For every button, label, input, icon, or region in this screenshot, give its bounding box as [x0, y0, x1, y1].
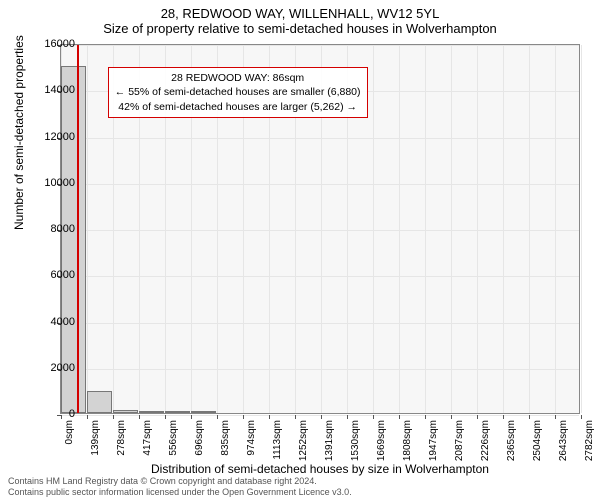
reference-line: [77, 45, 79, 413]
xtick-mark: [243, 415, 244, 419]
ytick-label: 2000: [51, 362, 75, 374]
xtick-label: 2087sqm: [454, 420, 465, 461]
xtick-label: 556sqm: [168, 420, 179, 456]
xtick-mark: [139, 415, 140, 419]
gridline-v: [399, 45, 400, 413]
annotation-line3: 42% of semi-detached houses are larger (…: [115, 100, 361, 114]
xtick-mark: [87, 415, 88, 419]
chart-area: 28 REDWOOD WAY: 86sqm← 55% of semi-detac…: [60, 44, 580, 414]
xtick-label: 278sqm: [116, 420, 127, 456]
footer-line1: Contains HM Land Registry data © Crown c…: [8, 476, 592, 487]
xtick-label: 1669sqm: [376, 420, 387, 461]
gridline-v: [87, 45, 88, 413]
xtick-label: 1947sqm: [428, 420, 439, 461]
gridline-v: [451, 45, 452, 413]
xtick-mark: [61, 415, 62, 419]
ytick-label: 6000: [51, 269, 75, 281]
xtick-mark: [113, 415, 114, 419]
gridline-v: [373, 45, 374, 413]
xtick-label: 2782sqm: [584, 420, 595, 461]
page-title: 28, REDWOOD WAY, WILLENHALL, WV12 5YL: [0, 0, 600, 21]
xtick-mark: [269, 415, 270, 419]
xtick-label: 1808sqm: [402, 420, 413, 461]
footer-credits: Contains HM Land Registry data © Crown c…: [8, 476, 592, 498]
annotation-box: 28 REDWOOD WAY: 86sqm← 55% of semi-detac…: [108, 67, 368, 118]
xtick-mark: [529, 415, 530, 419]
histogram-bar: [139, 411, 164, 413]
gridline-v: [425, 45, 426, 413]
histogram-bar: [191, 411, 216, 413]
xtick-mark: [477, 415, 478, 419]
annotation-line1: 28 REDWOOD WAY: 86sqm: [115, 71, 361, 85]
ytick-label: 0: [69, 408, 75, 420]
xtick-mark: [555, 415, 556, 419]
xtick-mark: [373, 415, 374, 419]
gridline-v: [581, 45, 582, 413]
gridline-v: [529, 45, 530, 413]
page-subtitle: Size of property relative to semi-detach…: [0, 21, 600, 40]
gridline-v: [555, 45, 556, 413]
xtick-mark: [503, 415, 504, 419]
y-axis-label: Number of semi-detached properties: [12, 35, 26, 230]
xtick-mark: [217, 415, 218, 419]
xtick-label: 1113sqm: [272, 420, 283, 460]
ytick-label: 14000: [44, 84, 75, 96]
footer-line2: Contains public sector information licen…: [8, 487, 592, 498]
ytick-label: 4000: [51, 316, 75, 328]
xtick-mark: [165, 415, 166, 419]
xtick-mark: [295, 415, 296, 419]
ytick-label: 12000: [44, 131, 75, 143]
xtick-label: 1530sqm: [350, 420, 361, 461]
xtick-mark: [347, 415, 348, 419]
xtick-mark: [451, 415, 452, 419]
plot-area: 28 REDWOOD WAY: 86sqm← 55% of semi-detac…: [60, 44, 580, 414]
gridline-v: [477, 45, 478, 413]
xtick-mark: [425, 415, 426, 419]
xtick-label: 974sqm: [246, 420, 257, 456]
xtick-label: 2504sqm: [532, 420, 543, 461]
xtick-label: 696sqm: [194, 420, 205, 456]
histogram-bar: [165, 411, 190, 413]
xtick-label: 2643sqm: [558, 420, 569, 461]
gridline-v: [503, 45, 504, 413]
histogram-bar: [87, 391, 112, 413]
histogram-bar: [113, 410, 138, 413]
x-axis-label: Distribution of semi-detached houses by …: [60, 462, 580, 476]
xtick-mark: [399, 415, 400, 419]
xtick-label: 0sqm: [64, 420, 75, 444]
xtick-label: 1391sqm: [324, 420, 335, 461]
ytick-label: 10000: [44, 177, 75, 189]
xtick-label: 1252sqm: [298, 420, 309, 461]
xtick-label: 2226sqm: [480, 420, 491, 461]
ytick-label: 16000: [44, 38, 75, 50]
xtick-label: 139sqm: [90, 420, 101, 456]
xtick-mark: [321, 415, 322, 419]
xtick-label: 417sqm: [142, 420, 153, 456]
xtick-mark: [191, 415, 192, 419]
ytick-label: 8000: [51, 223, 75, 235]
xtick-label: 2365sqm: [506, 420, 517, 461]
annotation-line2: ← 55% of semi-detached houses are smalle…: [115, 85, 361, 99]
xtick-label: 835sqm: [220, 420, 231, 456]
xtick-mark: [581, 415, 582, 419]
